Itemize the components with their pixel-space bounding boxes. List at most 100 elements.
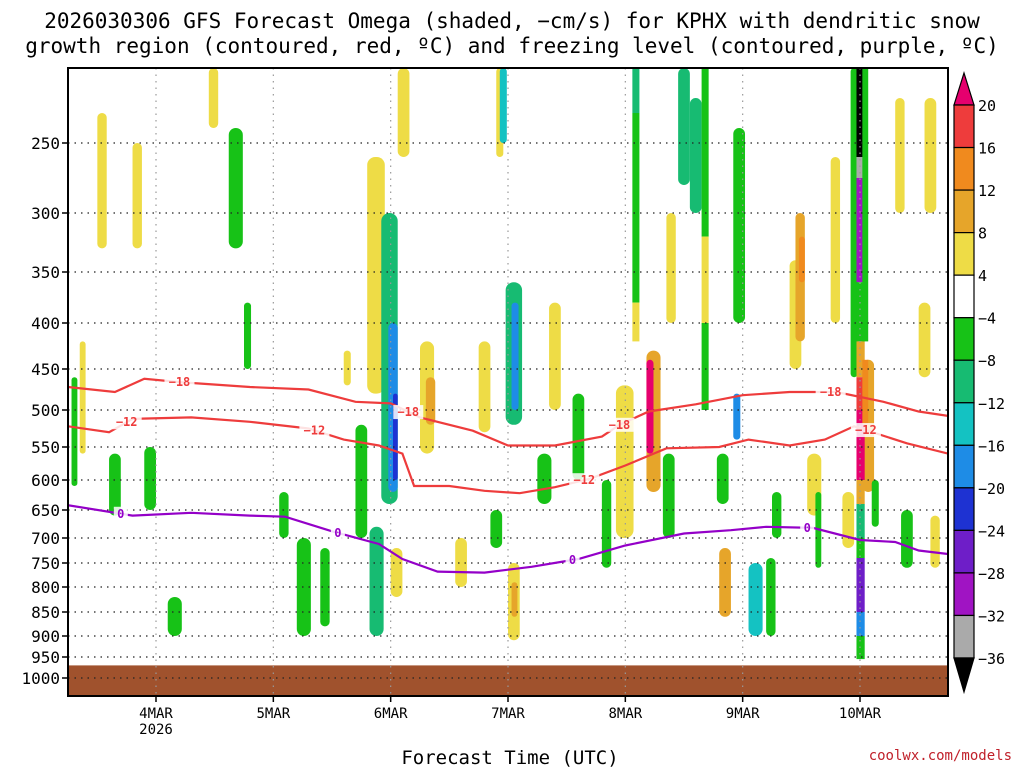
- omega-cell-63: [918, 302, 931, 378]
- omega-cell-58: [850, 68, 858, 378]
- omega-cell-11: [296, 538, 311, 636]
- colorbar-swatch-1: [953, 146, 975, 191]
- omega-cell-48: [748, 563, 763, 636]
- omega-column-1-segment-2: [701, 236, 709, 323]
- omega-column-1-segment-1: [701, 128, 709, 237]
- omega-cell-40: [662, 453, 675, 538]
- ytick-label-350: 350: [31, 263, 60, 282]
- omega-column-1-segment-3: [701, 323, 709, 410]
- colorbar-swatch-2: [953, 189, 975, 234]
- freezing-level-0-label-0: 0: [117, 507, 124, 521]
- colorbar-label-13: −36: [978, 650, 1005, 668]
- omega-column-2-segment-4: [856, 341, 865, 378]
- omega-column-0-segment-2: [632, 143, 640, 303]
- contour-lines: −18 −18 −18 −18 −12 −12 −12 −12 0 0 0 0: [68, 375, 948, 574]
- colorbar-swatch-5: [953, 317, 975, 361]
- omega-cell-35: [572, 393, 585, 480]
- omega-cell-6: [167, 597, 182, 636]
- omega-cell-9: [244, 302, 252, 369]
- omega-column-2-segment-9: [856, 538, 865, 558]
- ytick-label-700: 700: [31, 529, 60, 548]
- ytick-label-400: 400: [31, 314, 60, 333]
- omega-cell-21: [397, 68, 410, 157]
- omega-column-2-segment-10: [856, 558, 865, 612]
- xtick-label-8MAR: 8MAR: [608, 706, 642, 722]
- freezing-level-0-line: [68, 504, 948, 574]
- omega-column-0-segment-3: [632, 302, 640, 342]
- omega-cell-37: [615, 385, 634, 538]
- ytick-label-600: 600: [31, 471, 60, 490]
- ytick-label-900: 900: [31, 627, 60, 646]
- omega-column-2-segment-11: [856, 612, 865, 636]
- ground-layer: [68, 665, 948, 696]
- omega-cell-45: [719, 548, 731, 617]
- omega-cell-26: [490, 510, 503, 548]
- ytick-label-800: 800: [31, 578, 60, 597]
- omega-cell-5: [144, 447, 156, 510]
- ytick-label-250: 250: [31, 134, 60, 153]
- colorbar-label-3: 8: [978, 225, 987, 243]
- colorbar-label-5: −4: [978, 310, 996, 328]
- ground-fill: [68, 665, 948, 696]
- colorbar-swatch-3: [953, 232, 975, 276]
- omega-column-3-segment-1: [862, 359, 869, 425]
- omega-cell-56: [830, 157, 841, 323]
- grid-lines: [68, 68, 948, 696]
- omega-cell-12: [320, 548, 330, 627]
- omega-column-3-segment-0: [862, 68, 869, 342]
- omega-cell-1: [79, 341, 86, 454]
- freezing-level-0-label-bg-3: [800, 520, 815, 535]
- dgz-minus18-label-1: −18: [397, 405, 419, 419]
- omega-shading: [71, 68, 940, 660]
- freezing-level-0-label-2: 0: [569, 553, 576, 567]
- ytick-label-750: 750: [31, 554, 60, 573]
- colorbar-label-1: 16: [978, 140, 996, 158]
- xtick-sublabel-4MAR: 2026: [139, 722, 173, 738]
- omega-cell-50: [772, 492, 782, 538]
- colorbar-top-triangle: [953, 70, 975, 106]
- omega-cell-15: [367, 157, 385, 394]
- dgz-minus12-label-bg-0: [111, 415, 142, 430]
- omega-cell-0: [71, 377, 78, 486]
- colorbar-swatch-7: [953, 402, 975, 446]
- chart-title-line-2: growth region (contoured, red, ºC) and f…: [25, 34, 999, 58]
- xtick-label-6MAR: 6MAR: [374, 706, 408, 722]
- omega-cell-7: [208, 68, 219, 128]
- chart-title-line-1: 2026030306 GFS Forecast Omega (shaded, −…: [44, 9, 980, 33]
- omega-cell-32: [511, 582, 518, 617]
- colorbar-label-2: 12: [978, 182, 996, 200]
- omega-cell-13: [343, 350, 351, 386]
- omega-cell-57: [842, 492, 855, 548]
- omega-column-0-segment-1: [632, 113, 640, 143]
- dgz-minus12-label-0: −12: [116, 415, 138, 429]
- omega-cell-2: [97, 113, 107, 249]
- omega-cell-49: [766, 558, 776, 636]
- omega-cell-24: [455, 538, 467, 587]
- dgz-minus12-label-3: −12: [855, 423, 877, 437]
- colorbar-swatch-12: [953, 614, 975, 659]
- ytick-label-650: 650: [31, 501, 60, 520]
- dgz-minus12-line: [68, 416, 948, 495]
- freezing-level-0-label-bg-2: [565, 553, 580, 567]
- dgz-minus18-label-2: −18: [609, 418, 631, 432]
- colorbar-swatch-4: [953, 274, 975, 319]
- ytick-label-1000: 1000: [21, 669, 60, 688]
- freezing-level-0-label-3: 0: [804, 521, 811, 535]
- omega-cell-28: [499, 68, 507, 143]
- colorbar-swatch-6: [953, 359, 975, 404]
- xtick-label-4MAR: 4MAR: [139, 706, 173, 722]
- omega-column-2-segment-2: [856, 178, 865, 283]
- xtick-label-5MAR: 5MAR: [256, 706, 290, 722]
- omega-column-0-segment-0: [632, 68, 640, 113]
- ytick-label-450: 450: [31, 360, 60, 379]
- credit-text: coolwx.com/models: [869, 748, 1012, 764]
- colorbar-swatch-9: [953, 487, 975, 531]
- colorbar-label-8: −16: [978, 437, 1005, 455]
- omega-cell-47: [733, 393, 741, 440]
- omega-column-2-segment-8: [856, 504, 865, 538]
- omega-column-2-segment-3: [856, 282, 865, 342]
- y-axis-ticks: 250 300 350 400 450 500 550 600 650 700 750 800 850 9…: [21, 134, 68, 688]
- dgz-minus12-label-bg-3: [850, 423, 881, 438]
- ytick-label-950: 950: [31, 648, 60, 667]
